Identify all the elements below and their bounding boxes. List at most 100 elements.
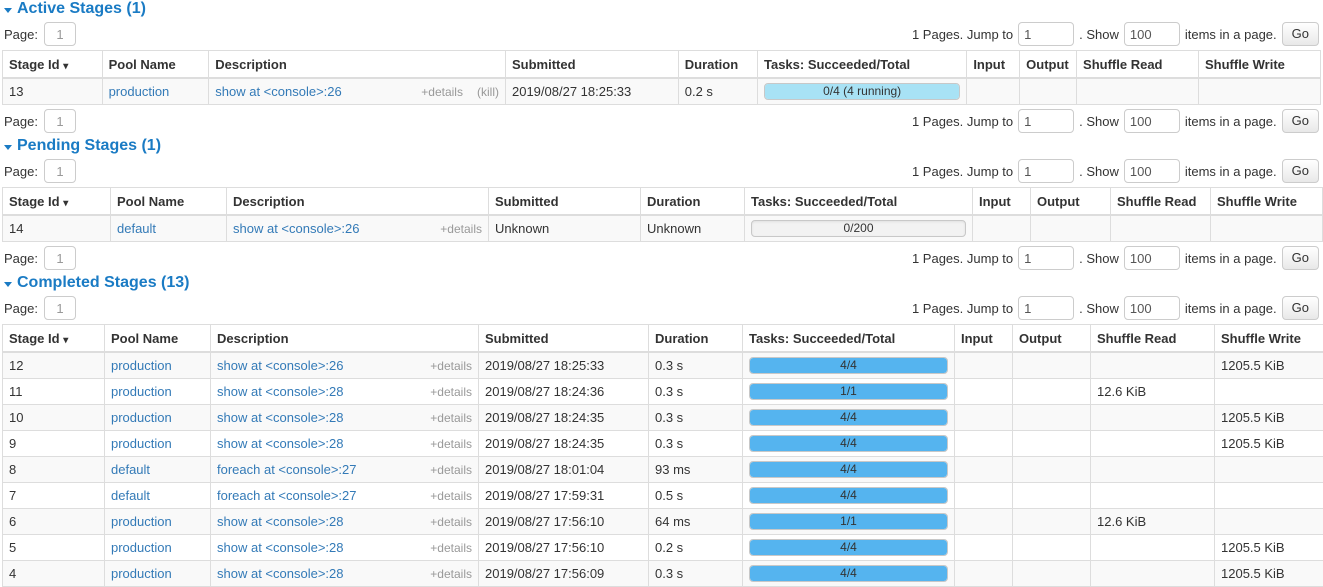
details-toggle[interactable]: +details <box>430 489 472 503</box>
jump-to-page-input[interactable] <box>1018 296 1074 320</box>
column-header-shuffle-read[interactable]: Shuffle Read <box>1077 51 1199 79</box>
column-header-output[interactable]: Output <box>1013 325 1091 353</box>
pool-name-link[interactable]: production <box>111 410 172 425</box>
column-header-shuffle-read[interactable]: Shuffle Read <box>1091 325 1215 353</box>
column-header-output[interactable]: Output <box>1020 51 1077 79</box>
column-header-description[interactable]: Description <box>211 325 479 353</box>
column-header-description[interactable]: Description <box>227 188 489 216</box>
stage-description-link[interactable]: show at <console>:26 <box>215 84 341 99</box>
stage-description-link[interactable]: show at <console>:28 <box>217 436 343 451</box>
column-header-tasks-succeeded-total[interactable]: Tasks: Succeeded/Total <box>745 188 973 216</box>
page-number-input[interactable] <box>44 22 76 46</box>
page-number-input[interactable] <box>44 109 76 133</box>
details-toggle[interactable]: +details <box>440 222 482 236</box>
go-button[interactable]: Go <box>1282 109 1319 133</box>
column-header-input[interactable]: Input <box>973 188 1031 216</box>
column-header-submitted[interactable]: Submitted <box>505 51 678 79</box>
column-header-input[interactable]: Input <box>967 51 1020 79</box>
column-header-tasks-succeeded-total[interactable]: Tasks: Succeeded/Total <box>743 325 955 353</box>
details-toggle[interactable]: +details <box>430 411 472 425</box>
page-number-input[interactable] <box>44 159 76 183</box>
pool-name-link[interactable]: production <box>111 514 172 529</box>
pool-name-link[interactable]: production <box>109 84 170 99</box>
pool-name-link[interactable]: default <box>111 488 150 503</box>
column-header-stage-id[interactable]: Stage Id ▾ <box>3 188 111 216</box>
page-number-input[interactable] <box>44 246 76 270</box>
jump-to-page-input[interactable] <box>1018 246 1074 270</box>
jump-to-page-input[interactable] <box>1018 159 1074 183</box>
column-header-duration[interactable]: Duration <box>649 325 743 353</box>
page-number-input[interactable] <box>44 296 76 320</box>
stage-description-link[interactable]: show at <console>:28 <box>217 384 343 399</box>
items-per-page-input[interactable] <box>1124 109 1180 133</box>
column-header-duration[interactable]: Duration <box>641 188 745 216</box>
stage-description-link[interactable]: show at <console>:28 <box>217 410 343 425</box>
details-toggle[interactable]: +details <box>430 437 472 451</box>
column-header-shuffle-read[interactable]: Shuffle Read <box>1111 188 1211 216</box>
stage-description-link[interactable]: show at <console>:28 <box>217 566 343 581</box>
column-header-input[interactable]: Input <box>955 325 1013 353</box>
cell-description: show at <console>:28 +details <box>211 405 479 431</box>
go-button[interactable]: Go <box>1282 296 1319 320</box>
stage-description-link[interactable]: foreach at <console>:27 <box>217 488 357 503</box>
kill-stage-link[interactable]: (kill) <box>477 85 499 99</box>
section-header-active[interactable]: Active Stages (1) <box>2 0 1321 18</box>
pool-name-link[interactable]: default <box>117 221 156 236</box>
pagination-left: Page: <box>4 246 76 270</box>
pagination-right: 1 Pages. Jump to . Show items in a page.… <box>912 22 1319 46</box>
go-button[interactable]: Go <box>1282 159 1319 183</box>
column-header-shuffle-write[interactable]: Shuffle Write <box>1211 188 1323 216</box>
stage-description-link[interactable]: show at <console>:28 <box>217 514 343 529</box>
cell-stage-id: 10 <box>3 405 105 431</box>
column-header-shuffle-write[interactable]: Shuffle Write <box>1198 51 1320 79</box>
cell-pool-name: production <box>105 561 211 587</box>
column-header-submitted[interactable]: Submitted <box>489 188 641 216</box>
pool-name-link[interactable]: production <box>111 384 172 399</box>
items-per-page-input[interactable] <box>1124 159 1180 183</box>
details-toggle[interactable]: +details <box>430 515 472 529</box>
column-header-duration[interactable]: Duration <box>678 51 757 79</box>
column-header-submitted[interactable]: Submitted <box>479 325 649 353</box>
stage-description-link[interactable]: foreach at <console>:27 <box>217 462 357 477</box>
cell-input <box>955 535 1013 561</box>
jump-to-page-input[interactable] <box>1018 22 1074 46</box>
column-header-output[interactable]: Output <box>1031 188 1111 216</box>
pool-name-link[interactable]: production <box>111 358 172 373</box>
stage-description-link[interactable]: show at <console>:26 <box>233 221 359 236</box>
go-button[interactable]: Go <box>1282 22 1319 46</box>
pool-name-link[interactable]: production <box>111 540 172 555</box>
column-header-pool-name[interactable]: Pool Name <box>102 51 209 79</box>
column-header-stage-id[interactable]: Stage Id ▾ <box>3 325 105 353</box>
go-button[interactable]: Go <box>1282 246 1319 270</box>
section-header-pending[interactable]: Pending Stages (1) <box>2 137 1321 155</box>
column-header-description[interactable]: Description <box>209 51 506 79</box>
table-row: 4 production show at <console>:28 +detai… <box>3 561 1323 587</box>
pool-name-link[interactable]: default <box>111 462 150 477</box>
details-toggle[interactable]: +details <box>430 359 472 373</box>
cell-output <box>1031 215 1111 242</box>
column-header-tasks-succeeded-total[interactable]: Tasks: Succeeded/Total <box>757 51 966 79</box>
section-header-completed[interactable]: Completed Stages (13) <box>2 274 1321 292</box>
details-toggle[interactable]: +details <box>430 541 472 555</box>
items-per-page-input[interactable] <box>1124 296 1180 320</box>
stage-description-link[interactable]: show at <console>:28 <box>217 540 343 555</box>
items-per-page-input[interactable] <box>1124 22 1180 46</box>
items-per-page-input[interactable] <box>1124 246 1180 270</box>
pool-name-link[interactable]: production <box>111 566 172 581</box>
column-header-pool-name[interactable]: Pool Name <box>111 188 227 216</box>
column-header-shuffle-write[interactable]: Shuffle Write <box>1215 325 1323 353</box>
task-progress-label: 4/4 <box>750 462 947 477</box>
details-toggle[interactable]: +details <box>430 385 472 399</box>
details-toggle[interactable]: +details <box>430 463 472 477</box>
stage-description-link[interactable]: show at <console>:26 <box>217 358 343 373</box>
column-header-pool-name[interactable]: Pool Name <box>105 325 211 353</box>
details-toggle[interactable]: +details <box>421 85 463 99</box>
task-progress-label: 0/4 (4 running) <box>765 84 959 99</box>
column-header-stage-id[interactable]: Stage Id ▾ <box>3 51 103 79</box>
details-toggle[interactable]: +details <box>430 567 472 581</box>
pool-name-link[interactable]: production <box>111 436 172 451</box>
jump-to-page-input[interactable] <box>1018 109 1074 133</box>
